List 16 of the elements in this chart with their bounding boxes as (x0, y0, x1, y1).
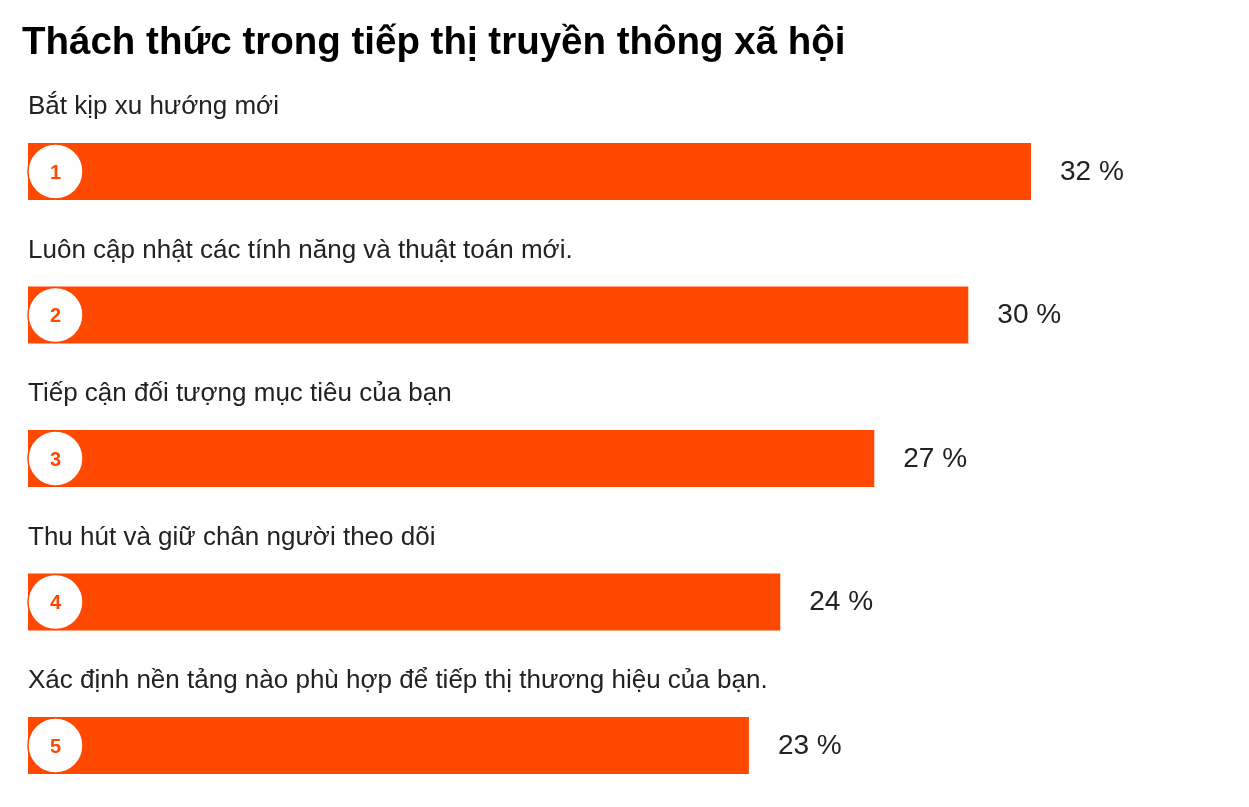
y-tick-label: Bắt kịp xu hướng mới (28, 90, 279, 120)
data-label: 24 % (809, 585, 874, 616)
data-label: 27 % (903, 441, 968, 473)
y-tick-label: Thu hút và giữ chân người theo dõi (28, 520, 436, 551)
annotation: 4 (49, 591, 62, 613)
annotation: 1 (49, 160, 62, 183)
y-tick-label: Luôn cập nhật các tính năng và thuật toán mới. (28, 233, 573, 264)
annotation: 3 (49, 447, 62, 470)
annotation: 5 (49, 734, 62, 757)
data-label: 23 % (777, 728, 842, 760)
data-label: 30 % (997, 298, 1062, 329)
y-tick-label: Xác định nền tảng nào phù hợp để tiếp thị thương hiệu của bạn. (28, 664, 768, 694)
chart-title: Thách thức trong tiếp thị truyền thông xã hội (22, 18, 846, 62)
annotation: 2 (49, 304, 62, 326)
data-label: 32 % (1060, 154, 1124, 186)
y-tick-label: Tiếp cận đối tượng mục tiêu của bạn (28, 377, 452, 407)
